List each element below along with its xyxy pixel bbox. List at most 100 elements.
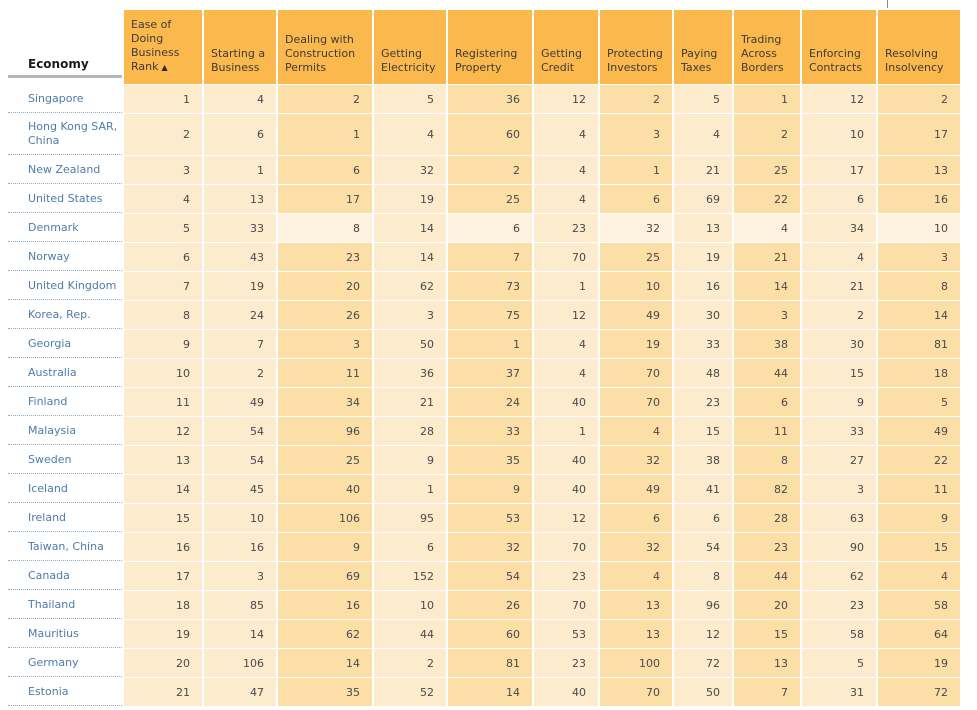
rank-cell: 32 <box>600 214 672 242</box>
economy-link[interactable]: Iceland <box>28 481 68 495</box>
rank-cell: 96 <box>674 591 732 619</box>
scrollbar-artifact <box>887 0 888 8</box>
economy-cell: United Kingdom <box>8 272 122 300</box>
rank-cell: 47 <box>204 678 276 706</box>
economy-link[interactable]: Ireland <box>28 510 67 524</box>
rank-cell: 15 <box>734 620 800 648</box>
column-header[interactable]: Registering Property <box>448 10 532 84</box>
rank-cell: 32 <box>374 156 446 184</box>
rank-cell: 54 <box>204 417 276 445</box>
economy-link[interactable]: Mauritius <box>28 626 79 640</box>
economy-link[interactable]: Norway <box>28 249 70 263</box>
economy-cell: Georgia <box>8 330 122 358</box>
rank-cell: 58 <box>878 591 960 619</box>
column-header[interactable]: Starting a Business <box>204 10 276 84</box>
rank-cell: 70 <box>534 243 598 271</box>
rank-cell: 37 <box>448 359 532 387</box>
rank-cell: 40 <box>534 475 598 503</box>
economy-link[interactable]: United States <box>28 191 103 205</box>
table-row: Australia 10 2 11 36 37 4 70 48 44 15 18 <box>8 359 960 387</box>
column-header[interactable]: Trading Across Borders <box>734 10 800 84</box>
economy-cell: Iceland <box>8 475 122 503</box>
economy-cell: Malaysia <box>8 417 122 445</box>
column-header[interactable]: Enforcing Contracts <box>802 10 876 84</box>
economy-link[interactable]: Korea, Rep. <box>28 307 91 321</box>
rank-cell: 2 <box>600 85 672 113</box>
table-row: New Zealand 3 1 6 32 2 4 1 21 25 17 13 <box>8 156 960 184</box>
economy-link[interactable]: Canada <box>28 568 70 582</box>
rank-cell: 4 <box>534 114 598 155</box>
column-header[interactable]: Paying Taxes <box>674 10 732 84</box>
economy-link[interactable]: Georgia <box>28 336 72 350</box>
rank-cell: 5 <box>802 649 876 677</box>
rank-cell: 32 <box>448 533 532 561</box>
rank-cell: 53 <box>534 620 598 648</box>
rank-cell: 28 <box>734 504 800 532</box>
economy-link[interactable]: Malaysia <box>28 423 77 437</box>
column-header[interactable]: Ease of Doing Business Rank ▲ <box>124 10 202 84</box>
column-header[interactable]: Protecting Investors <box>600 10 672 84</box>
rank-cell: 14 <box>734 272 800 300</box>
economy-link[interactable]: Finland <box>28 394 68 408</box>
rank-cell: 16 <box>124 533 202 561</box>
rank-cell: 24 <box>204 301 276 329</box>
economy-link[interactable]: Estonia <box>28 684 69 698</box>
rank-cell: 3 <box>124 156 202 184</box>
column-header[interactable]: Getting Electricity <box>374 10 446 84</box>
rank-cell: 26 <box>278 301 372 329</box>
column-header-label: Starting a Business <box>211 47 266 74</box>
rank-cell: 10 <box>802 114 876 155</box>
economy-link[interactable]: United Kingdom <box>28 278 117 292</box>
rank-cell: 95 <box>374 504 446 532</box>
rank-cell: 12 <box>534 85 598 113</box>
column-header[interactable]: Getting Credit <box>534 10 598 84</box>
rank-cell: 69 <box>278 562 372 590</box>
economy-column-header[interactable]: Economy <box>8 10 122 84</box>
economy-cell: Norway <box>8 243 122 271</box>
table-row: Estonia 21 47 35 52 14 40 70 50 7 31 72 <box>8 678 960 706</box>
rank-cell: 19 <box>204 272 276 300</box>
rank-cell: 6 <box>674 504 732 532</box>
rank-cell: 6 <box>802 185 876 213</box>
rank-cell: 11 <box>278 359 372 387</box>
rank-cell: 20 <box>278 272 372 300</box>
rank-cell: 60 <box>448 620 532 648</box>
rank-cell: 19 <box>674 243 732 271</box>
rank-cell: 70 <box>600 359 672 387</box>
economy-link[interactable]: Hong Kong SAR, China <box>28 120 118 147</box>
rank-cell: 20 <box>734 591 800 619</box>
column-header-label: Getting Electricity <box>381 47 436 74</box>
economy-link[interactable]: New Zealand <box>28 162 101 176</box>
economy-cell: Taiwan, China <box>8 533 122 561</box>
economy-link[interactable]: Sweden <box>28 452 72 466</box>
economy-link[interactable]: Australia <box>28 365 77 379</box>
economy-cell: Hong Kong SAR, China <box>8 114 122 155</box>
rank-cell: 2 <box>124 114 202 155</box>
economy-link[interactable]: Singapore <box>28 91 84 105</box>
economy-link[interactable]: Denmark <box>28 220 79 234</box>
table-row: Sweden 13 54 25 9 35 40 32 38 8 27 22 <box>8 446 960 474</box>
rank-cell: 13 <box>674 214 732 242</box>
rank-cell: 106 <box>204 649 276 677</box>
rank-cell: 90 <box>802 533 876 561</box>
economy-link[interactable]: Thailand <box>28 597 76 611</box>
column-header[interactable]: Dealing with Construction Permits <box>278 10 372 84</box>
rank-cell: 1 <box>278 114 372 155</box>
rank-cell: 4 <box>534 359 598 387</box>
column-header[interactable]: Resolving Insolvency <box>878 10 960 84</box>
economy-rankings-table: Economy Ease of Doing Business Rank ▲ Star… <box>6 9 962 707</box>
economy-link[interactable]: Germany <box>28 655 79 669</box>
economy-link[interactable]: Taiwan, China <box>28 539 104 553</box>
economy-cell: New Zealand <box>8 156 122 184</box>
rank-cell: 18 <box>124 591 202 619</box>
rank-cell: 36 <box>374 359 446 387</box>
rank-cell: 36 <box>448 85 532 113</box>
table-row: United Kingdom 7 19 20 62 73 1 10 16 14 21 8 <box>8 272 960 300</box>
rank-cell: 54 <box>448 562 532 590</box>
rank-cell: 5 <box>674 85 732 113</box>
table-row: Taiwan, China 16 16 9 6 32 70 32 54 23 90 15 <box>8 533 960 561</box>
rank-cell: 2 <box>278 85 372 113</box>
rank-cell: 25 <box>278 446 372 474</box>
rank-cell: 8 <box>278 214 372 242</box>
economy-header-underline <box>8 75 122 78</box>
